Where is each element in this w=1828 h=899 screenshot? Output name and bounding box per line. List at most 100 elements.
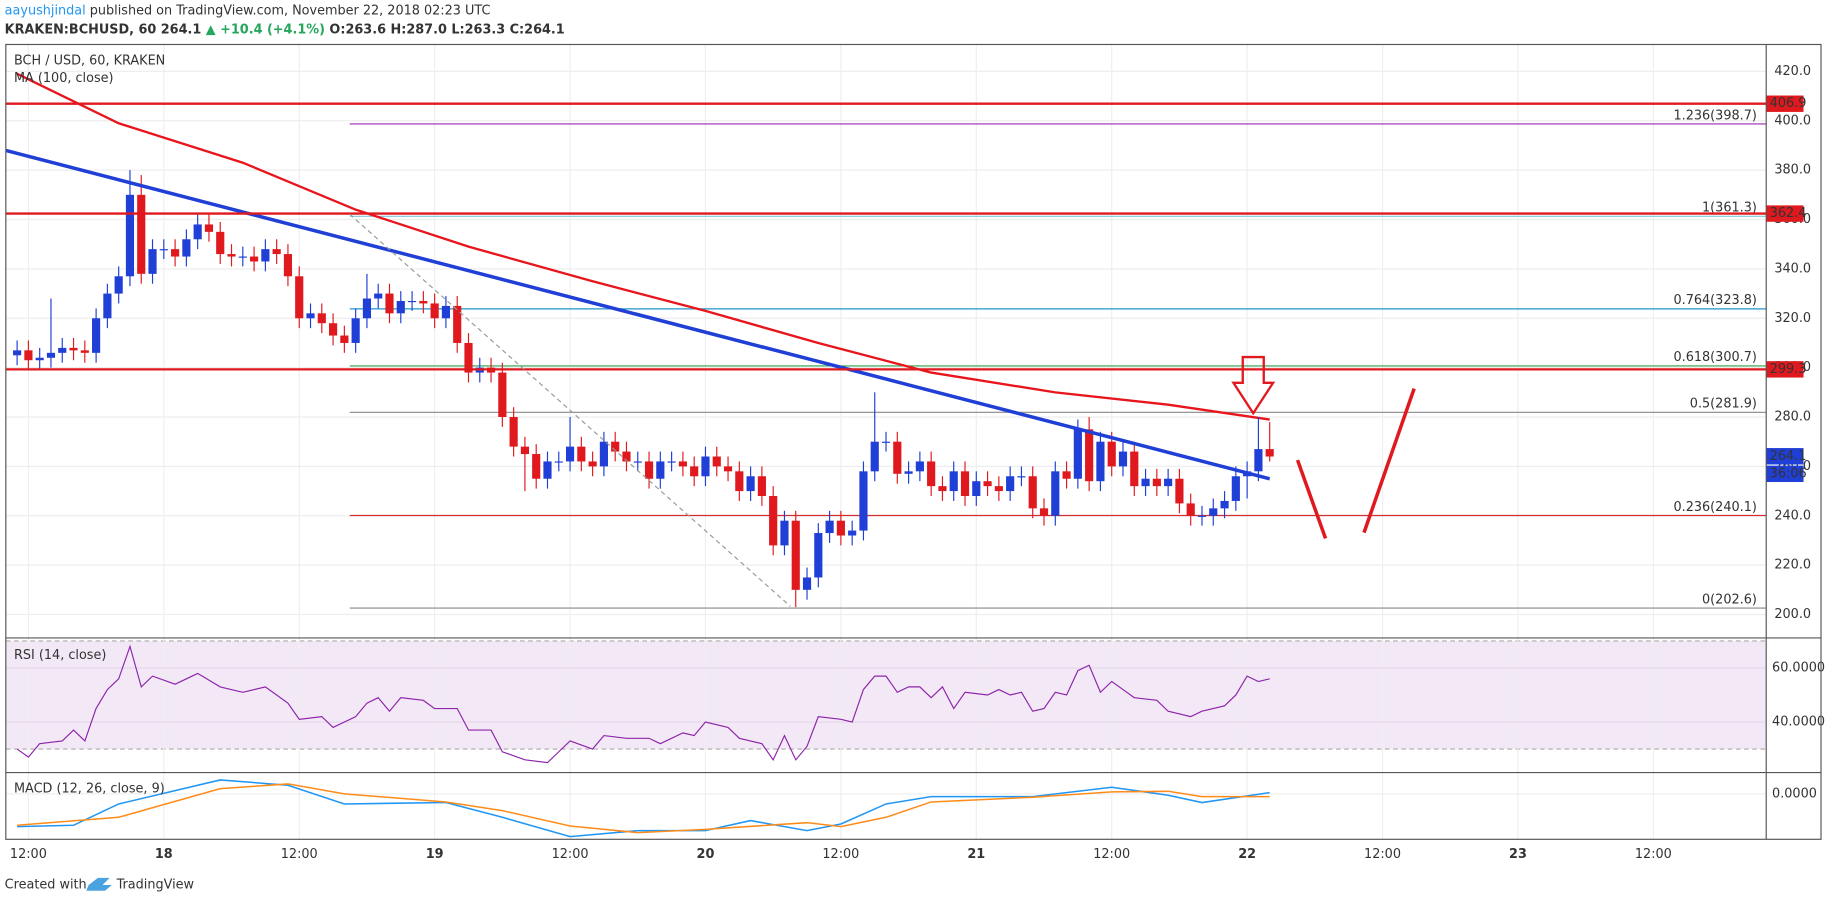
candle-body <box>1152 478 1161 487</box>
y-tick-label: 0.0000 <box>1772 786 1817 801</box>
candle-body <box>554 461 563 463</box>
candle-body <box>769 496 778 546</box>
level-box <box>1766 361 1804 378</box>
ma-label: MA (100, close) <box>14 71 114 86</box>
candle-body <box>171 249 180 257</box>
candle-body <box>915 461 924 472</box>
candle-body <box>622 451 631 462</box>
candle-body <box>983 481 992 487</box>
level-label: 299.3 <box>1770 362 1807 377</box>
brand[interactable]: TradingView <box>116 877 194 892</box>
candle-body <box>137 194 146 274</box>
candle-body <box>464 342 473 373</box>
fib-label: 1.236(398.7) <box>1673 108 1756 123</box>
change: ▲ +10.4 (+4.1%) <box>206 22 325 37</box>
candle-body <box>509 417 518 447</box>
candle-body <box>430 303 439 319</box>
candle-body <box>340 335 349 343</box>
level-label: 406.9 <box>1770 96 1807 111</box>
fib-label: 0.5(281.9) <box>1690 397 1757 412</box>
candle-body <box>825 520 834 534</box>
fib-label: 1(361.3) <box>1702 201 1757 216</box>
candle-body <box>1062 471 1071 479</box>
candle-body <box>780 520 789 546</box>
candle-body <box>272 249 281 255</box>
candle-body <box>735 471 744 492</box>
symbol: KRAKEN:BCHUSD, 60 <box>5 22 157 37</box>
candle-body <box>1096 441 1105 482</box>
candle-body <box>1006 476 1015 492</box>
candle-body <box>114 276 123 294</box>
header-line: aayushjindal published on TradingView.co… <box>5 3 491 18</box>
candle-body <box>656 461 665 479</box>
candle-body <box>611 441 620 452</box>
candle-body <box>588 461 597 467</box>
candle-body <box>92 318 101 353</box>
candle-body <box>1118 451 1128 467</box>
macd-line <box>17 783 1270 834</box>
candle-body <box>24 350 33 361</box>
y-tick-label: 420.0 <box>1774 64 1811 79</box>
candle-body <box>1265 449 1274 457</box>
candle-body <box>543 461 552 479</box>
candle-body <box>283 254 293 277</box>
candle-body <box>836 520 845 536</box>
candle-body <box>1197 515 1207 517</box>
candle-body <box>58 347 67 353</box>
candle-body <box>791 520 800 590</box>
candle-body <box>80 350 89 353</box>
candle-body <box>690 466 699 477</box>
candle-body <box>238 256 247 258</box>
candle-body <box>949 471 958 492</box>
candle-body <box>317 313 326 324</box>
candle-body <box>904 471 913 474</box>
x-tick-label: 12:00 <box>10 847 47 862</box>
x-tick-label: 23 <box>1509 847 1527 862</box>
ma-line <box>16 72 1270 421</box>
candle-body <box>1039 508 1049 516</box>
candle-body <box>746 476 755 492</box>
y-tick-label: 60.0000 <box>1772 660 1825 675</box>
author[interactable]: aayushjindal <box>5 3 86 18</box>
candle-body <box>103 293 112 319</box>
rsi-label: RSI (14, close) <box>14 648 106 663</box>
candle-body <box>859 471 868 531</box>
candle-body <box>927 461 936 487</box>
last-price-box <box>1766 448 1804 465</box>
candle-body <box>757 476 766 497</box>
drawing <box>1295 459 1328 540</box>
candle-body <box>848 530 857 536</box>
x-tick-label: 12:00 <box>1093 847 1130 862</box>
created: Created with <box>5 877 87 892</box>
published: published on TradingView.com, November 2… <box>90 3 491 18</box>
logo <box>86 877 112 891</box>
candle-body <box>204 224 214 232</box>
candle-body <box>814 533 823 578</box>
x-tick-label: 12:00 <box>1364 847 1401 862</box>
candle-body <box>193 224 202 240</box>
candle-body <box>1017 476 1026 478</box>
x-tick-label: 22 <box>1238 847 1256 862</box>
candle-body <box>1209 508 1218 516</box>
candle-body <box>1175 478 1184 504</box>
arrow <box>1231 355 1276 416</box>
candle-body <box>306 313 315 319</box>
candle-body <box>396 300 405 314</box>
x-tick-label: 18 <box>155 847 173 862</box>
x-tick-label: 21 <box>967 847 985 862</box>
candle-body <box>407 300 417 303</box>
candle-body <box>723 466 733 472</box>
candle-body <box>633 461 642 463</box>
level-box <box>1766 205 1804 222</box>
symbol-line: KRAKEN:BCHUSD, 60 264.1 ▲ +10.4 (+4.1%) … <box>5 22 565 37</box>
fib-label: 0.764(323.8) <box>1673 293 1756 308</box>
y-tick-label: 400.0 <box>1774 113 1811 128</box>
candle-body <box>441 305 451 319</box>
candle-body <box>701 456 710 477</box>
candle-body <box>419 300 428 304</box>
candle-body <box>250 256 259 262</box>
x-tick-label: 12:00 <box>552 847 589 862</box>
macd-label: MACD (12, 26, close, 9) <box>14 781 165 796</box>
